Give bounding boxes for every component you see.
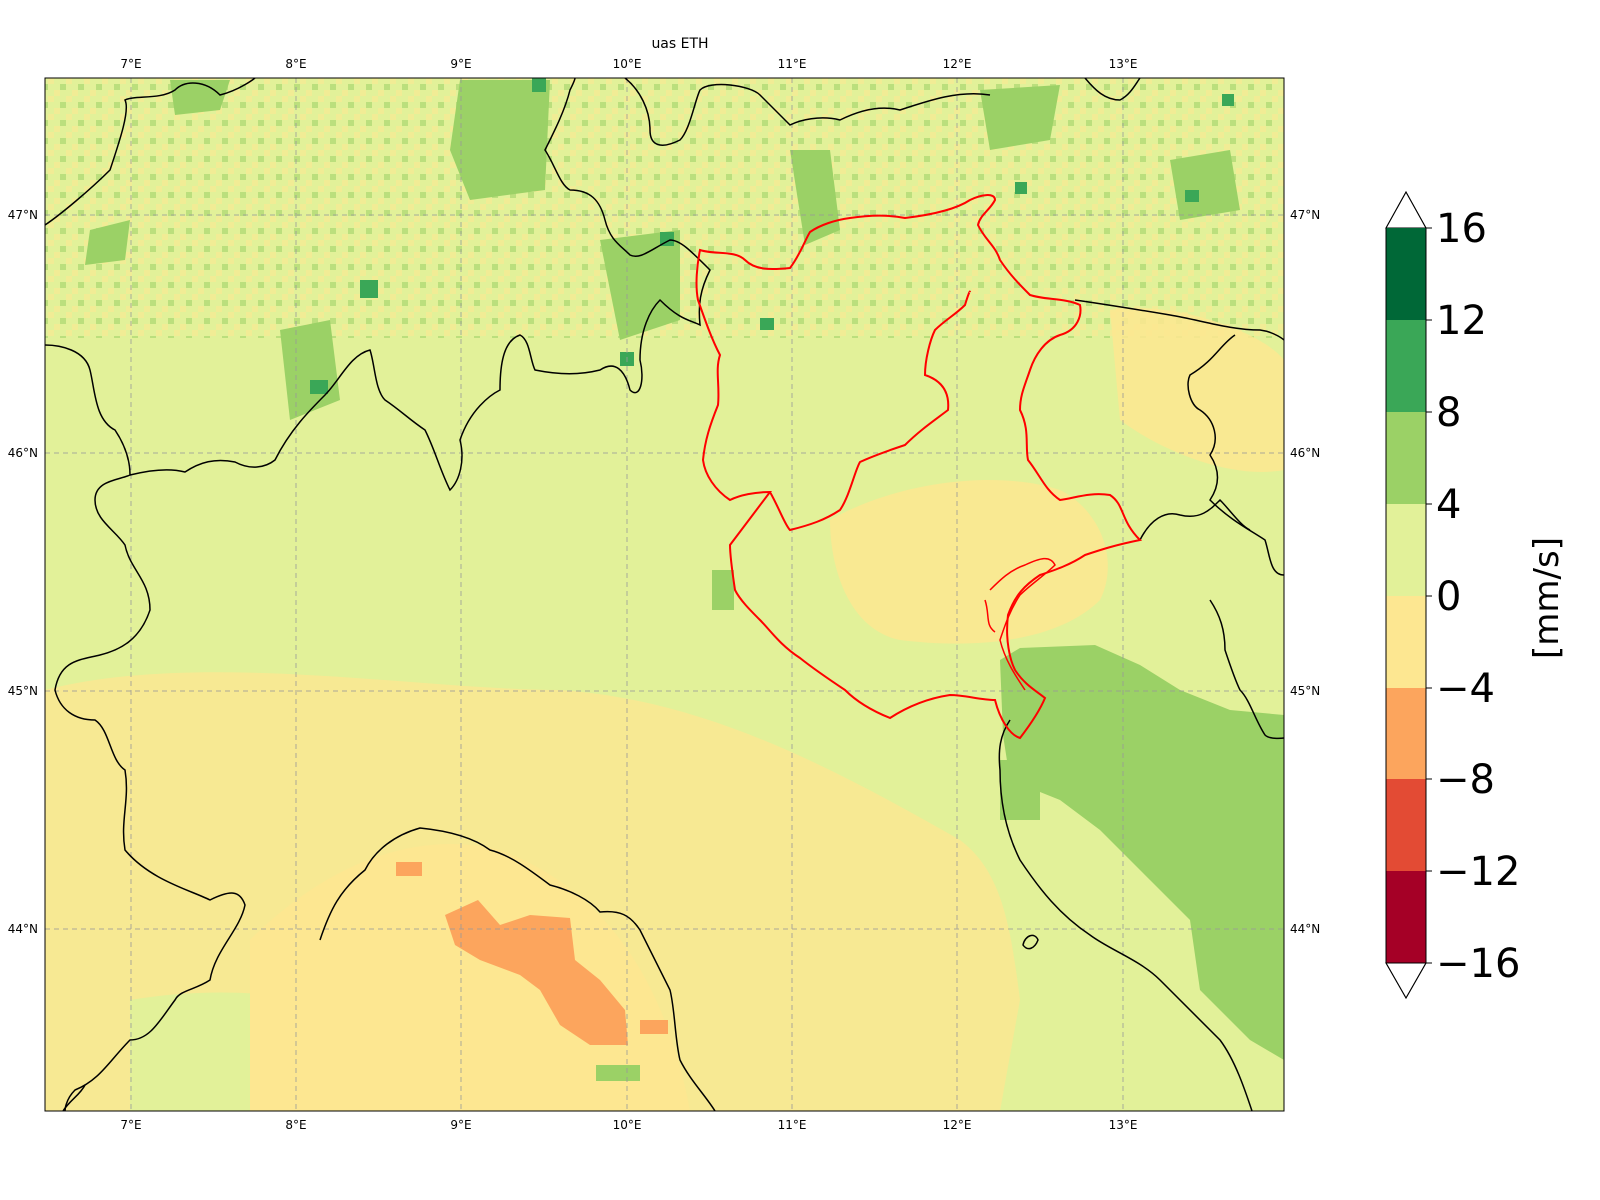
lon-tick-label: 8°E: [285, 1118, 306, 1132]
colorbar-label: [mm/s]: [1527, 537, 1567, 659]
apennine-small-patch-1: [396, 862, 422, 876]
colorbar-segment: [1386, 320, 1426, 412]
lat-tick-label: 45°N: [1290, 684, 1320, 698]
lon-tick-label: 10°E: [613, 57, 642, 71]
colorbar-tick-label: −8: [1436, 757, 1495, 803]
colorbar-tick-label: −12: [1436, 849, 1520, 895]
slovenia-negative-zone: [1110, 308, 1284, 472]
colorbar-tick-label: −4: [1436, 666, 1495, 712]
lon-ticks-top: 7°E 8°E 9°E 10°E 11°E 12°E 13°E: [120, 57, 1137, 71]
lat-tick-label: 46°N: [8, 446, 38, 460]
venice-lagoon-outline: [984, 557, 1056, 691]
border-austria-east: [1084, 78, 1141, 101]
lat-tick-label: 44°N: [8, 922, 38, 936]
gridlines: [45, 78, 1284, 1111]
ligurian-positive-patch: [596, 1065, 640, 1081]
lon-tick-label: 10°E: [613, 1118, 642, 1132]
lon-tick-label: 7°E: [120, 57, 141, 71]
lat-tick-label: 44°N: [1290, 922, 1320, 936]
alpine-positive-zones: [85, 80, 1240, 420]
island-elba: [1022, 934, 1039, 950]
lat-tick-label: 47°N: [1290, 208, 1320, 222]
lon-tick-label: 8°E: [285, 57, 306, 71]
map-title: uas ETH: [651, 36, 709, 52]
colorbar-segment: [1386, 871, 1426, 963]
border-austria-italy: [624, 78, 991, 146]
colorbar-tick-label: 4: [1436, 482, 1461, 528]
border-switzerland-north: [45, 78, 256, 226]
colorbar-tick-label: 12: [1436, 298, 1487, 344]
emilia-positive-patch: [712, 570, 734, 610]
lon-tick-label: 13°E: [1109, 57, 1138, 71]
colorbar-segment: [1386, 779, 1426, 871]
lat-tick-label: 46°N: [1290, 446, 1320, 460]
coast-adriatic-north: [1139, 498, 1284, 740]
colorbar-segment: [1386, 228, 1426, 320]
coast-ligurian: [319, 827, 716, 1111]
country-borders: [45, 78, 1284, 1111]
colorbar-segment: [1386, 412, 1426, 504]
coast-adriatic-west: [998, 719, 1253, 1111]
adriatic-positive-zone: [1000, 645, 1284, 1060]
lon-tick-label: 11°E: [778, 57, 807, 71]
apennine-small-patch-2: [640, 1020, 668, 1034]
map-frame: [44, 77, 1285, 1112]
veneto-negative-zone: [830, 480, 1108, 644]
lon-ticks-bottom: 7°E 8°E 9°E 10°E 11°E 12°E 13°E: [120, 1118, 1137, 1132]
lon-tick-label: 9°E: [450, 1118, 471, 1132]
highlight-region-outline: [695, 194, 1143, 740]
colorbar-segment: [1386, 596, 1426, 688]
colorbar-tick-marks: [1426, 227, 1432, 964]
lon-tick-label: 12°E: [943, 57, 972, 71]
lon-tick-label: 9°E: [450, 57, 471, 71]
colorbar-tick-label: 8: [1436, 390, 1461, 436]
adriatic-low-patch: [1000, 760, 1040, 820]
colorbar-extend-under: [1385, 962, 1427, 1000]
lon-tick-label: 13°E: [1109, 1118, 1138, 1132]
lat-ticks-left: 47°N 46°N 45°N 44°N: [8, 208, 38, 936]
colorbar-tick-label: 0: [1436, 574, 1461, 620]
apennine-negative-patch: [445, 900, 628, 1045]
colorbar-tick-label: −16: [1436, 941, 1520, 987]
colorbar: 16 12 8 4 0 −4 −8 −12 −16 [mm/s]: [1385, 190, 1567, 1000]
border-alps-west: [45, 344, 246, 1111]
lon-tick-label: 7°E: [120, 1118, 141, 1132]
lat-tick-label: 45°N: [8, 684, 38, 698]
colorbar-extend-over: [1385, 190, 1427, 229]
map-area: [45, 78, 1284, 1111]
lon-tick-label: 11°E: [778, 1118, 807, 1132]
colorbar-segment: [1386, 504, 1426, 596]
negative-apennine-zone: [250, 844, 690, 1111]
coast-southwest: [62, 1084, 86, 1111]
border-swiss-italian: [129, 78, 711, 492]
lon-tick-label: 12°E: [943, 1118, 972, 1132]
lat-tick-label: 47°N: [8, 208, 38, 222]
lat-ticks-right: 47°N 46°N 45°N 44°N: [1290, 208, 1320, 936]
colorbar-tick-label: 16: [1436, 206, 1487, 252]
border-slovenia: [1074, 299, 1284, 576]
colorbar-segment: [1386, 688, 1426, 779]
